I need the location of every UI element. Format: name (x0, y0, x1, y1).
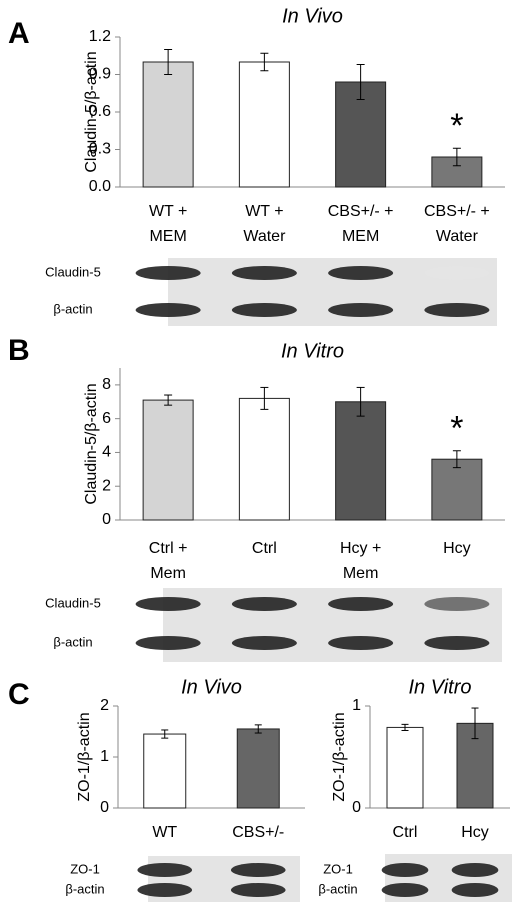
y-axis-label: ZO-1/β-actin (331, 712, 348, 801)
blot-band (135, 597, 201, 611)
y-tick-label: 0 (100, 799, 109, 816)
x-tick-label: WT + Water (243, 203, 286, 245)
y-tick-label: 1 (352, 697, 361, 714)
y-tick-label: 2 (102, 477, 111, 494)
x-tick-label: Ctrl + Mem (149, 540, 188, 582)
annotation: * (450, 410, 463, 448)
y-tick-label: 0 (352, 799, 361, 816)
blot-band (424, 266, 490, 280)
chart-title: In Vivo (181, 676, 242, 698)
blot-band (231, 303, 297, 317)
blot-band (381, 863, 429, 877)
error-bar (164, 49, 173, 75)
y-tick-label: 8 (102, 376, 111, 393)
y-axis-label: Claudin-5/β-actin (83, 383, 100, 504)
blot-band (328, 303, 394, 317)
x-tick-label: WT + MEM (149, 203, 187, 245)
annotation: * (450, 107, 463, 145)
blot-band (451, 863, 499, 877)
blot-band (230, 863, 286, 877)
bar (143, 733, 187, 809)
bar (335, 401, 387, 521)
error-bar (452, 147, 461, 167)
error-bar (356, 64, 365, 100)
x-tick-label: CBS+/- + Water (424, 203, 490, 245)
bar (238, 397, 290, 521)
error-bar (452, 450, 461, 469)
y-tick-label: 0.6 (89, 103, 111, 120)
y-tick-label: 1.2 (89, 28, 111, 45)
blot-label: β-actin (65, 881, 104, 896)
error-bar (161, 729, 169, 739)
blot-band (424, 597, 490, 611)
blot-band (231, 266, 297, 280)
y-tick-label: 0.0 (89, 178, 111, 195)
y-tick-label: 0.3 (89, 141, 111, 158)
panel-label: A (8, 17, 30, 50)
blot-label: ZO-1 (323, 861, 353, 876)
blot-band (230, 883, 286, 897)
blot-band (451, 883, 499, 897)
panel-label: B (8, 334, 30, 367)
bar (431, 458, 483, 521)
bar (386, 726, 424, 809)
y-tick-label: 0.9 (89, 66, 111, 83)
blot-band (424, 303, 490, 317)
x-tick-label: Hcy (443, 540, 471, 557)
x-tick-label: CBS+/- + MEM (328, 203, 394, 245)
y-tick-label: 2 (100, 697, 109, 714)
x-tick-label: WT (152, 824, 177, 841)
blot-label: Claudin-5 (45, 264, 101, 279)
bar (142, 399, 194, 521)
blot-band (135, 636, 201, 650)
error-bar (254, 724, 262, 734)
blot-band (137, 883, 193, 897)
blot-band (231, 636, 297, 650)
x-tick-label: Ctrl (252, 540, 277, 557)
blot-band (231, 597, 297, 611)
bar (142, 61, 194, 188)
blot-band (137, 863, 193, 877)
x-tick-label: Ctrl (393, 824, 418, 841)
blot-band (328, 597, 394, 611)
error-bar (260, 52, 269, 72)
blot-label: β-actin (53, 301, 92, 316)
error-bar (260, 386, 269, 410)
y-tick-label: 1 (100, 748, 109, 765)
error-bar (401, 723, 409, 731)
y-tick-label: 6 (102, 410, 111, 427)
blot-label: β-actin (318, 881, 357, 896)
chart-title: In Vitro (281, 340, 344, 362)
y-axis-label: Claudin-5/β-actin (83, 51, 100, 172)
bar (238, 61, 290, 188)
blot-band (328, 266, 394, 280)
y-tick-label: 0 (102, 511, 111, 528)
chart-title: In Vitro (409, 676, 472, 698)
x-tick-label: CBS+/- (232, 824, 284, 841)
blot-band (424, 636, 490, 650)
x-tick-label: Hcy (461, 824, 489, 841)
blot-band (328, 636, 394, 650)
panel-label: C (8, 678, 30, 711)
bar (236, 728, 280, 809)
blot-label: ZO-1 (70, 861, 100, 876)
error-bar (471, 707, 479, 740)
blot-band (135, 266, 201, 280)
error-bar (164, 394, 173, 406)
blot-band (135, 303, 201, 317)
y-axis-label: ZO-1/β-actin (76, 712, 93, 801)
chart-title: In Vivo (282, 5, 343, 27)
y-tick-label: 4 (102, 444, 111, 461)
blot-band (381, 883, 429, 897)
x-tick-label: Hcy + Mem (340, 540, 381, 582)
blot-label: β-actin (53, 634, 92, 649)
blot-label: Claudin-5 (45, 595, 101, 610)
error-bar (356, 386, 365, 417)
